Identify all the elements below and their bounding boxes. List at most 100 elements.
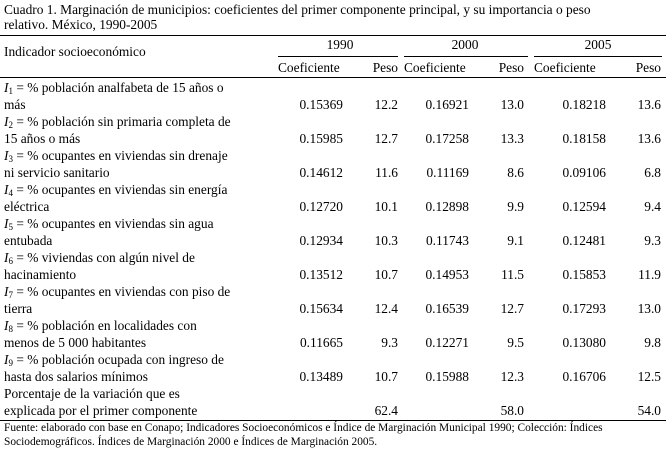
indicator-code: I — [4, 284, 9, 299]
indicator-subscript: 9 — [8, 358, 13, 368]
source-note-line-1: Fuente: elaborado con base en Conapo; In… — [4, 422, 603, 434]
cell-coef-2005: 0.09106 — [562, 165, 606, 180]
indicator-label-line-2: eléctrica — [4, 199, 50, 214]
cell-peso-2005: 13.0 — [637, 301, 661, 316]
cell-coef-2000: 0.12271 — [425, 335, 469, 350]
cell-peso-2000: 11.5 — [501, 267, 524, 282]
indicator-code: I — [4, 318, 9, 333]
indicator-text: = % ocupantes en viviendas con piso de — [12, 284, 231, 299]
cell-peso-2005: 13.6 — [637, 131, 661, 146]
cell-coef-2005: 0.18218 — [562, 97, 606, 112]
cell-peso-2000: 8.6 — [507, 165, 524, 180]
indicator-label-line-2: menos de 5 000 habitantes — [4, 335, 147, 350]
cell-coef-2005: 0.13080 — [562, 335, 606, 350]
indicator-code: I — [4, 80, 9, 95]
cell-peso-2005: 6.8 — [644, 165, 661, 180]
indicator-subscript: 6 — [8, 256, 13, 266]
indicator-label-line-1: I6 = % viviendas con algún nivel de — [4, 250, 195, 266]
indicator-code: I — [4, 182, 9, 197]
cell-coef-2005: 0.15853 — [562, 267, 606, 282]
year-underline-2000 — [404, 56, 528, 57]
cell-coef-2000: 0.16921 — [425, 97, 469, 112]
cell-coef-2000: 0.17258 — [425, 131, 469, 146]
indicator-label-line-2: 15 años o más — [4, 131, 81, 146]
indicator-code: I — [4, 114, 9, 129]
indicator-text: = % población analfabeta de 15 años o — [12, 80, 224, 95]
indicator-code: I — [4, 250, 9, 265]
indicator-label-line-2: más — [4, 97, 26, 112]
indicator-text: = % ocupantes en viviendas sin agua — [12, 216, 214, 231]
cell-peso-2000: 12.3 — [500, 369, 524, 384]
indicator-code: I — [4, 148, 9, 163]
indicator-label-line-1: I4 = % ocupantes en viviendas sin energí… — [4, 182, 227, 198]
indicator-text: = % población en localidades con — [12, 318, 197, 333]
coef-header-2005: Coeficiente — [534, 60, 596, 75]
year-header-2000: 2000 — [451, 37, 479, 52]
peso-header-1990: Peso — [372, 60, 398, 75]
cell-coef-1990: 0.12720 — [299, 199, 343, 214]
cell-coef-2005: 0.12481 — [562, 233, 606, 248]
indicator-label-line-2: hacinamiento — [4, 267, 77, 282]
table-caption-line-1: Cuadro 1. Marginación de municipios: coe… — [4, 2, 591, 17]
indicator-label-line-1: I9 = % población ocupada con ingreso de — [4, 352, 224, 368]
indicator-text: = % viviendas con algún nivel de — [12, 250, 195, 265]
cell-peso-1990: 12.2 — [374, 97, 398, 112]
peso-header-2000: Peso — [498, 60, 524, 75]
indicator-subscript: 4 — [8, 188, 13, 198]
source-note-line-2: Sociodemográficos. Índices de Marginació… — [4, 436, 378, 448]
cell-peso-2005: 9.3 — [644, 233, 661, 248]
cell-coef-2000: 0.11169 — [426, 165, 469, 180]
indicator-code: I — [4, 216, 9, 231]
table-caption-line-2: relativo. México, 1990-2005 — [4, 17, 158, 32]
indicator-subscript: 2 — [8, 120, 13, 130]
cell-coef-1990: 0.15369 — [299, 97, 343, 112]
variance-peso-1990: 62.4 — [374, 403, 398, 418]
indicator-subscript: 3 — [8, 154, 13, 164]
indicator-label-line-1: I3 = % ocupantes en viviendas sin drenaj… — [4, 148, 228, 164]
cell-coef-2000: 0.11743 — [425, 233, 469, 248]
indicator-label-line-1: I2 = % población sin primaria completa d… — [4, 114, 231, 130]
peso-header-2005: Peso — [635, 60, 661, 75]
indicator-text: = % ocupantes en viviendas sin drenaje — [12, 148, 228, 163]
top-rule — [0, 35, 666, 36]
indicator-subscript: 7 — [8, 290, 13, 300]
indicator-column-header: Indicador socioeconómico — [4, 44, 146, 59]
cell-coef-1990: 0.13512 — [299, 267, 343, 282]
year-header-1990: 1990 — [326, 37, 354, 52]
indicator-code: I — [4, 352, 9, 367]
indicator-label-line-1: I1 = % población analfabeta de 15 años o — [4, 80, 224, 96]
cell-peso-2000: 9.9 — [507, 199, 524, 214]
indicator-text: = % ocupantes en viviendas sin energía — [12, 182, 228, 197]
variance-label-line-2: explicada por el primer componente — [4, 403, 198, 418]
cell-peso-2000: 13.3 — [500, 131, 524, 146]
cell-peso-2000: 9.5 — [507, 335, 524, 350]
variance-peso-2000: 58.0 — [500, 403, 524, 418]
cell-coef-1990: 0.14612 — [299, 165, 343, 180]
indicator-label-line-1: I7 = % ocupantes en viviendas con piso d… — [4, 284, 230, 300]
year-underline-1990 — [278, 56, 398, 57]
cell-coef-2005: 0.16706 — [562, 369, 606, 384]
indicator-label-line-2: entubada — [4, 233, 53, 248]
cell-coef-1990: 0.15985 — [299, 131, 343, 146]
variance-label-line-1: Porcentaje de la variación que es — [4, 386, 180, 401]
cell-coef-2000: 0.16539 — [425, 301, 469, 316]
indicator-label-line-2: hasta dos salarios mínimos — [4, 369, 148, 384]
indicator-label-line-1: I5 = % ocupantes en viviendas sin agua — [4, 216, 214, 232]
cell-peso-2005: 13.6 — [637, 97, 661, 112]
cell-peso-1990: 11.6 — [375, 165, 398, 180]
cell-peso-2000: 9.1 — [507, 233, 524, 248]
indicator-label-line-2: tierra — [4, 301, 33, 316]
cell-peso-2005: 9.8 — [644, 335, 661, 350]
cell-peso-1990: 12.4 — [374, 301, 398, 316]
cell-coef-2000: 0.14953 — [425, 267, 469, 282]
cell-peso-1990: 10.3 — [374, 233, 398, 248]
cell-coef-1990: 0.13489 — [299, 369, 343, 384]
indicator-subscript: 5 — [8, 222, 13, 232]
variance-peso-2005: 54.0 — [637, 403, 661, 418]
indicator-text: = % población ocupada con ingreso de — [12, 352, 224, 367]
year-underline-2005 — [534, 56, 662, 57]
indicator-label-line-1: I8 = % población en localidades con — [4, 318, 197, 334]
indicator-label-line-2: ni servicio sanitario — [4, 165, 110, 180]
cell-peso-1990: 10.7 — [374, 267, 398, 282]
